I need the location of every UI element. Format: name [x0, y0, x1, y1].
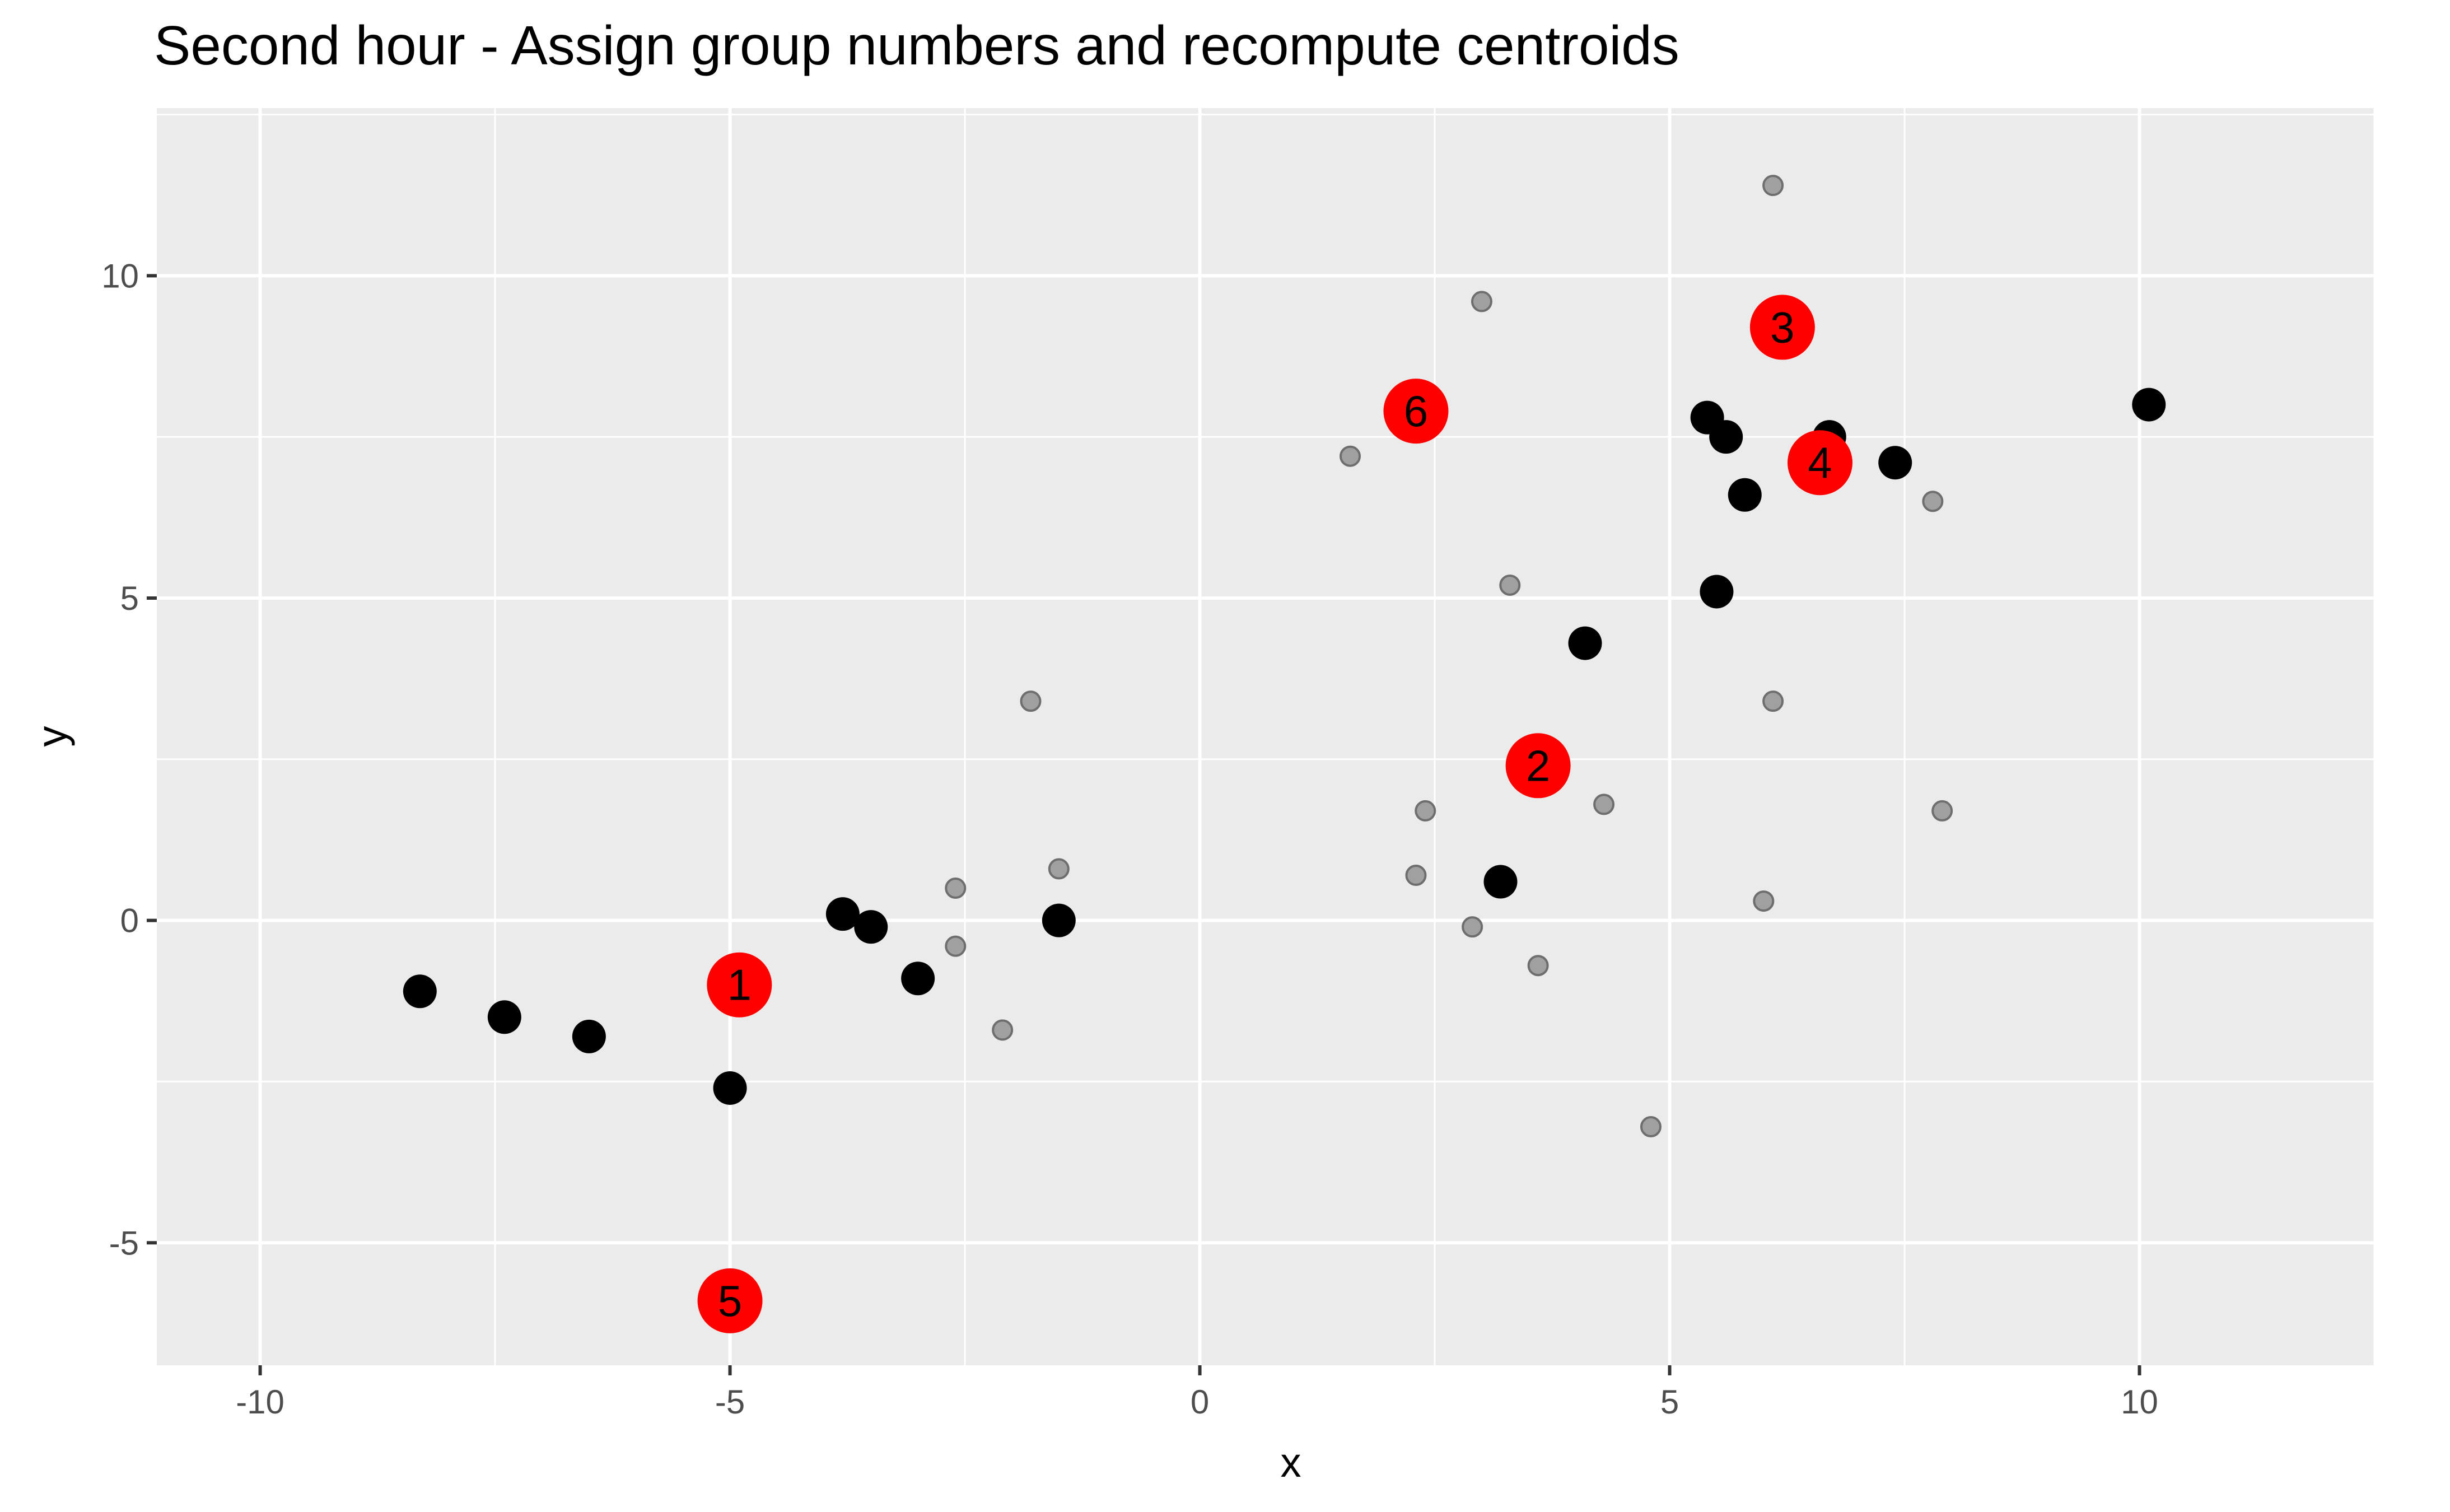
assigned-data-point — [854, 910, 888, 944]
unassigned-data-point — [945, 935, 967, 957]
unassigned-data-point — [1462, 916, 1483, 938]
unassigned-data-point — [1405, 865, 1427, 886]
x-tick-label: 10 — [2121, 1383, 2158, 1421]
centroid-label: 6 — [1404, 386, 1428, 436]
unassigned-data-point — [1527, 955, 1549, 977]
centroid-marker — [1505, 733, 1571, 799]
assigned-data-point — [1709, 420, 1743, 454]
centroid-marker — [707, 952, 772, 1018]
y-axis-title: y — [29, 726, 75, 747]
centroids-layer: 1 2 3 4 5 6 — [697, 295, 1852, 1333]
y-tick-label: 5 — [120, 580, 139, 617]
assigned-data-point — [1483, 865, 1518, 899]
y-tick-label: 10 — [101, 257, 139, 295]
centroid-label: 1 — [727, 960, 752, 1010]
x-axis: -10 -5 0 5 10 — [236, 1365, 2158, 1421]
minor-grid-lines — [157, 108, 2376, 1365]
unassigned-data-point — [1922, 491, 1944, 512]
x-tick-label: 0 — [1191, 1383, 1209, 1421]
centroid-label: 4 — [1808, 438, 1832, 487]
assigned-data-point — [825, 897, 860, 931]
unassigned-data-point — [1593, 794, 1615, 815]
assigned-data-point — [487, 1000, 521, 1034]
assigned-data-point — [1568, 626, 1602, 660]
y-axis: -5 0 5 10 — [101, 257, 157, 1262]
assigned-data-point — [713, 1071, 747, 1105]
centroid-marker — [1788, 430, 1852, 496]
unassigned-data-point — [1640, 1116, 1662, 1138]
y-tick-label: 0 — [120, 902, 139, 940]
assigned-data-point — [572, 1019, 606, 1053]
unassigned-data-point — [1762, 175, 1784, 197]
unassigned-data-point — [1762, 690, 1784, 712]
unassigned-data-point — [1340, 445, 1361, 467]
assigned-data-point — [1878, 446, 1912, 480]
centroid-marker — [1383, 379, 1449, 444]
assigned-data-point — [1700, 575, 1734, 609]
centroid-marker — [697, 1268, 763, 1333]
unassigned-data-point — [1048, 858, 1070, 880]
unassigned-data-point — [1415, 800, 1436, 822]
unassigned-data-point — [1499, 574, 1521, 596]
x-tick-label: -10 — [236, 1383, 284, 1421]
assigned-data-point — [1728, 478, 1762, 512]
x-tick-label: -5 — [715, 1383, 745, 1421]
unassigned-data-point — [1020, 690, 1042, 712]
centroid-label: 5 — [718, 1276, 742, 1326]
assigned-data-point — [1042, 903, 1076, 937]
y-tick-label: -5 — [109, 1224, 139, 1262]
unassigned-data-point — [1931, 800, 1953, 822]
assigned-data-point — [2132, 388, 2166, 422]
x-tick-label: 5 — [1660, 1383, 1679, 1421]
centroid-label: 3 — [1770, 302, 1794, 352]
centroid-label: 2 — [1526, 741, 1550, 790]
x-axis-title: x — [1281, 1439, 1301, 1486]
assigned-data-point — [403, 974, 437, 1009]
unassigned-points-layer — [945, 175, 1953, 1138]
unassigned-data-point — [945, 878, 967, 899]
major-grid-lines — [157, 108, 2374, 1365]
centroid-marker — [1749, 295, 1815, 360]
assigned-data-point — [901, 962, 935, 996]
unassigned-data-point — [1471, 291, 1492, 312]
assigned-points-layer — [403, 388, 2166, 1105]
unassigned-data-point — [992, 1019, 1014, 1041]
plot-panel — [157, 108, 2374, 1365]
unassigned-data-point — [1753, 890, 1775, 912]
chart-title: Second hour - Assign group numbers and r… — [154, 15, 1679, 76]
